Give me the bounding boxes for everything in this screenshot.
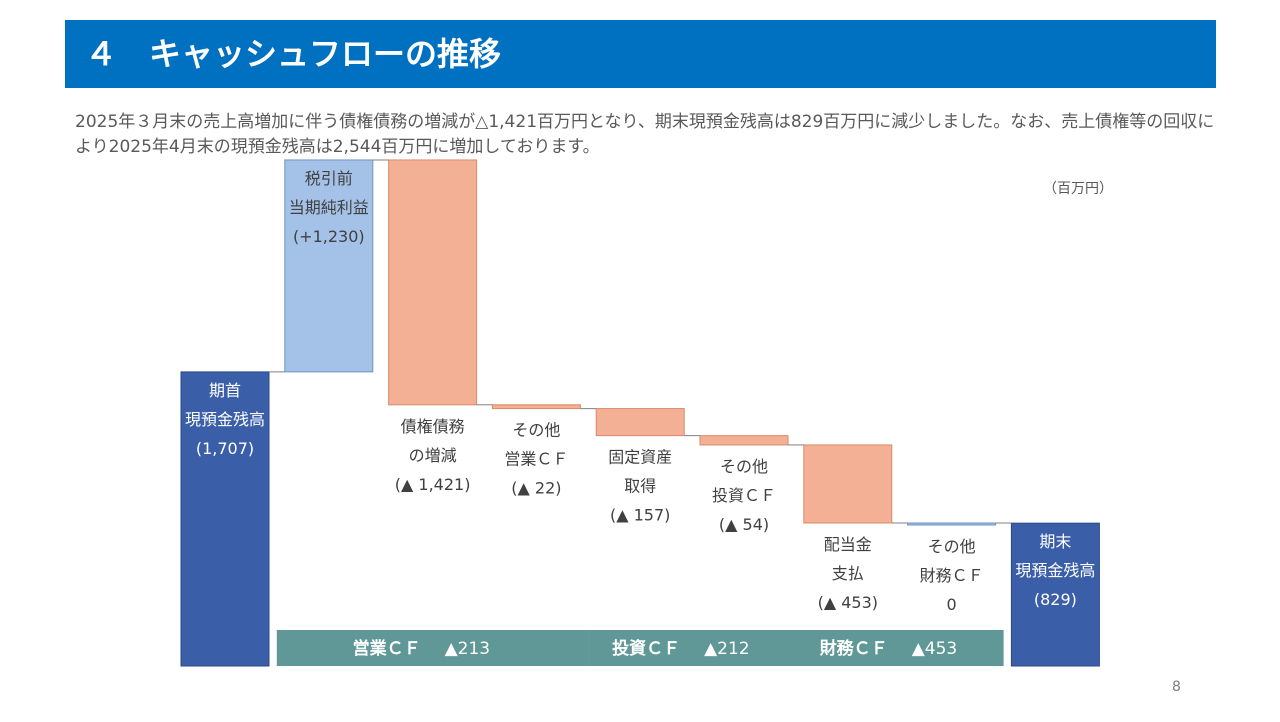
group-band-0 <box>276 630 589 666</box>
bar-label-3-2: (▲ 22) <box>511 479 561 498</box>
group-value-1: ▲212 <box>704 639 750 659</box>
bar-label-5-2: (▲ 54) <box>719 515 769 534</box>
group-name-1: 投資ＣＦ <box>612 638 680 659</box>
waterfall-bar-4 <box>595 408 685 437</box>
group-value-2: ▲453 <box>912 639 958 659</box>
bar-label-6-0: 配当金 <box>824 535 872 554</box>
group-value-0: ▲213 <box>445 639 491 659</box>
bar-label-4-2: (▲ 157) <box>610 506 670 525</box>
waterfall-bar-0 <box>180 371 270 667</box>
waterfall-bar-5 <box>699 435 789 446</box>
waterfall-bar-1 <box>284 159 374 373</box>
bar-label-0-2: (1,707) <box>196 439 254 458</box>
bar-label-8-1: 現預金残高 <box>1015 561 1095 580</box>
bar-label-7-0: その他 <box>928 537 976 556</box>
bar-label-8-2: (829) <box>1034 590 1077 609</box>
waterfall-bar-6 <box>803 444 893 524</box>
waterfall-bar-3 <box>491 404 581 410</box>
waterfall-bar-7 <box>907 522 997 526</box>
bar-label-0-1: 現預金残高 <box>185 410 265 429</box>
group-name-2: 財務ＣＦ <box>819 638 888 659</box>
page-number: 8 <box>1172 679 1181 695</box>
title-bar: ４ キャッシュフローの推移 <box>65 20 1216 88</box>
bar-label-6-2: (▲ 453) <box>818 593 878 612</box>
group-band-2 <box>795 630 1004 666</box>
bar-label-0-0: 期首 <box>209 381 241 400</box>
bar-label-1-0: 税引前 <box>305 169 353 188</box>
bar-label-6-1: 支払 <box>832 564 864 583</box>
unit-label: （百万円） <box>1043 181 1113 197</box>
waterfall-bar-2 <box>388 159 478 406</box>
bar-label-3-1: 営業ＣＦ <box>504 450 568 469</box>
bar-label-4-0: 固定資産 <box>608 448 672 467</box>
bar-label-5-1: 投資ＣＦ <box>712 486 776 505</box>
bar-label-7-1: 財務ＣＦ <box>920 566 984 585</box>
bar-label-7-2: 0 <box>947 595 957 614</box>
bar-label-5-0: その他 <box>720 457 768 476</box>
group-band-1 <box>588 630 796 666</box>
bar-label-2-1: の増減 <box>409 446 457 465</box>
description-text: 2025年３月末の売上高増加に伴う債権債務の増減が△1,421百万円となり、期末… <box>75 112 1215 157</box>
bar-label-2-2: (▲ 1,421) <box>395 475 471 494</box>
bar-label-4-1: 取得 <box>624 477 656 496</box>
waterfall-bar-8 <box>1010 522 1100 667</box>
bar-label-3-0: その他 <box>512 421 560 440</box>
bar-label-2-0: 債権債務 <box>401 417 465 436</box>
bar-label-8-0: 期末 <box>1039 532 1071 551</box>
group-name-0: 営業ＣＦ <box>353 638 421 659</box>
page-title: ４ キャッシュフローの推移 <box>85 35 502 73</box>
bar-label-1-1: 当期純利益 <box>289 198 369 217</box>
bar-label-1-2: (+1,230) <box>293 227 365 246</box>
